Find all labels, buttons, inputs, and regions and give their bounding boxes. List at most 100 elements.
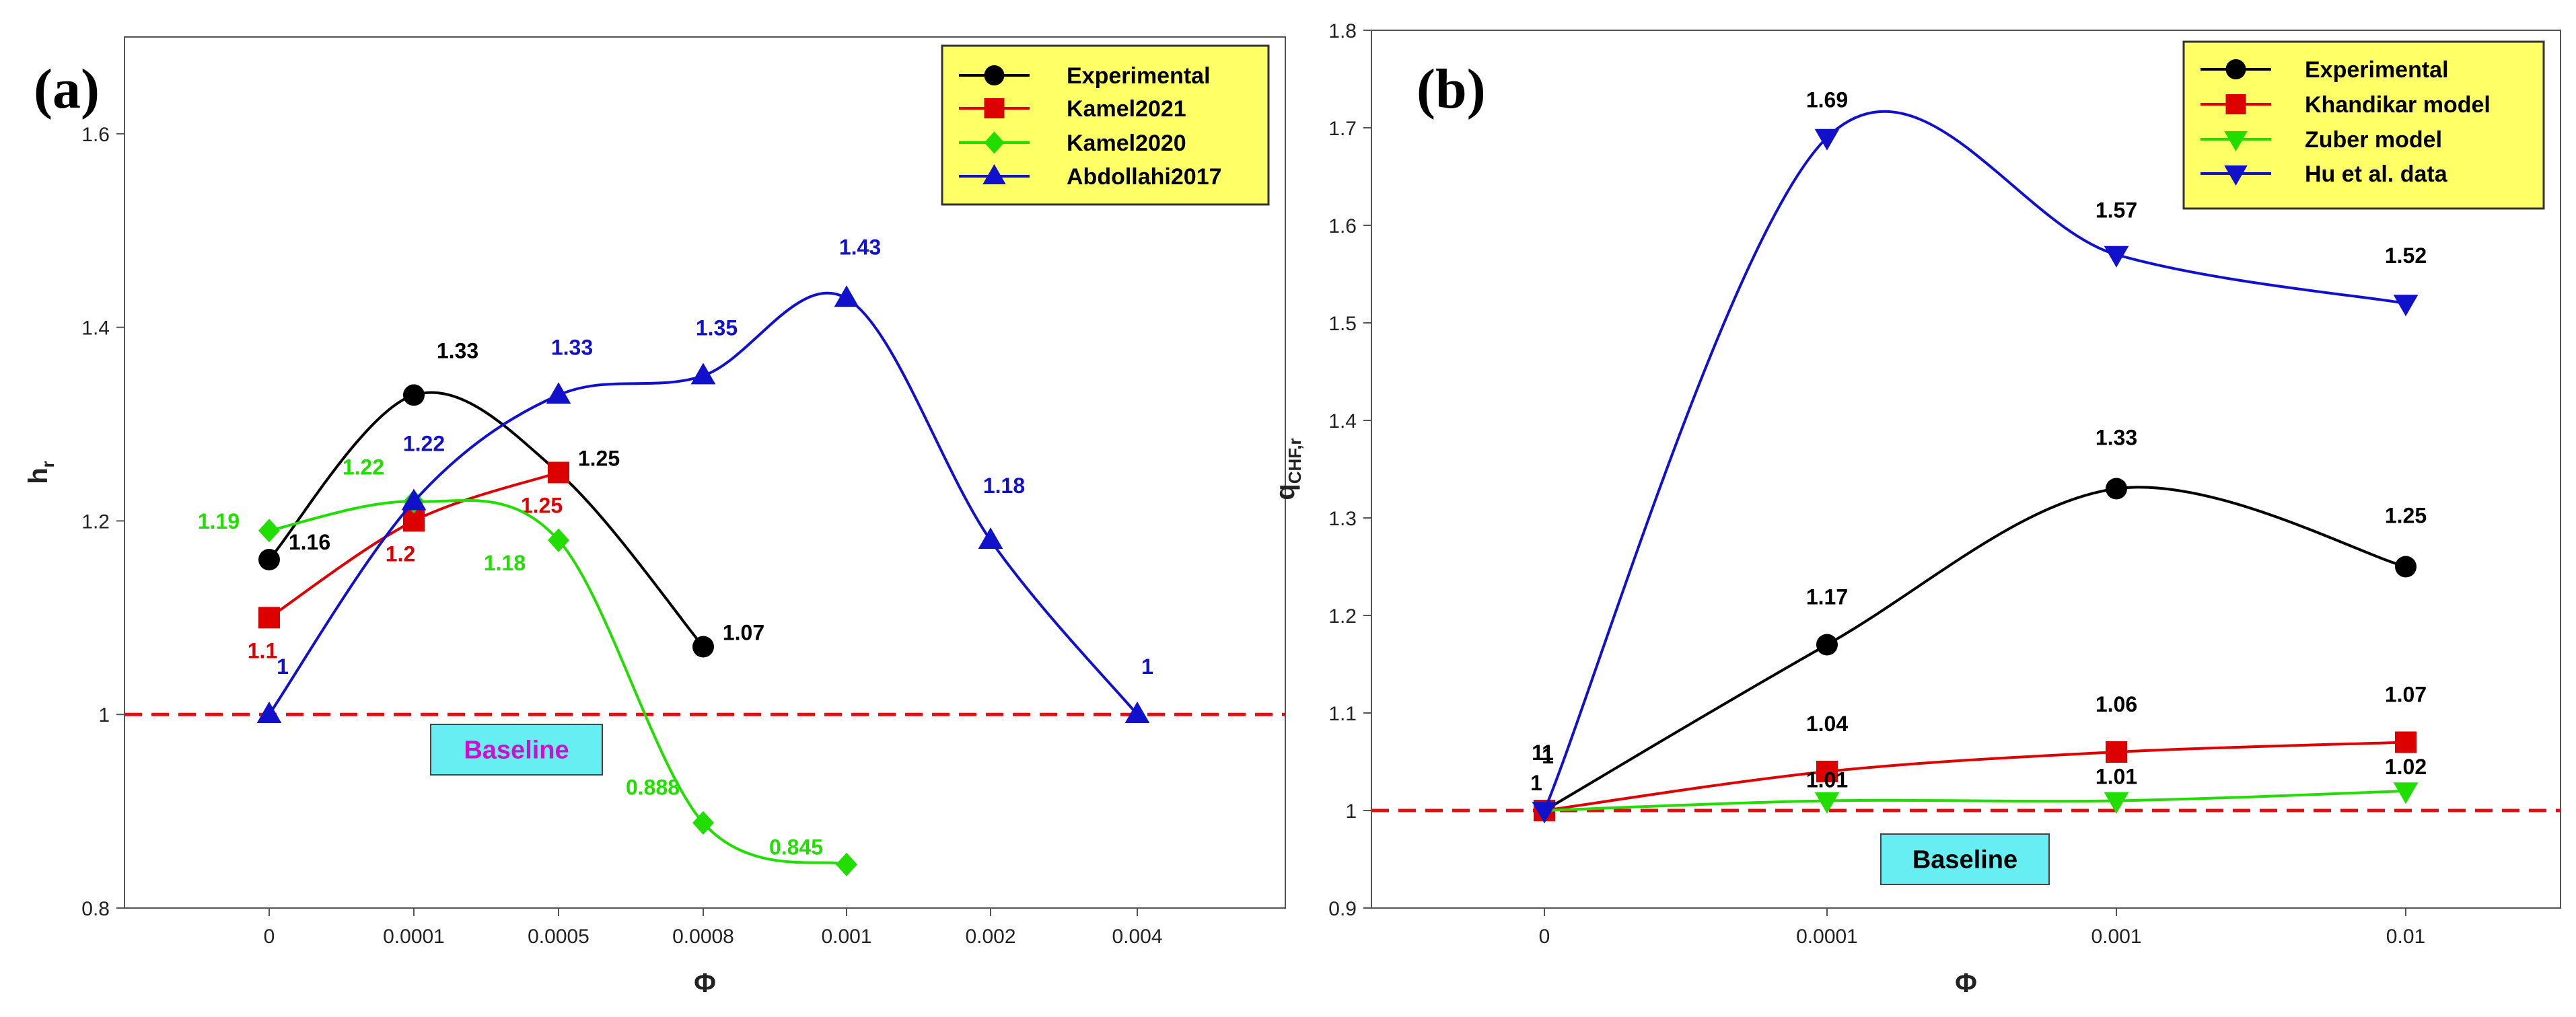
legend-entry: Kamel2020	[1067, 130, 1186, 156]
data-label: 1.25	[578, 447, 620, 471]
data-label: 1.33	[437, 338, 478, 363]
data-point	[1816, 634, 1838, 656]
series-zuber-model: 1 1.01 1.01 1.02	[1530, 755, 2427, 824]
baseline-box	[430, 724, 603, 776]
x-axis-label: Φ	[694, 969, 716, 998]
legend-entry: Khandikar model	[2305, 92, 2491, 118]
y-tick-label: 0.8	[81, 898, 110, 920]
legend-entry: Zuber model	[2305, 127, 2442, 153]
data-label: 1	[277, 654, 289, 679]
data-point	[692, 636, 714, 658]
series-khandikar-model: 1 1.04 1.06 1.07	[1532, 683, 2427, 821]
x-tick-label: 0.002	[965, 926, 1015, 948]
y-tick-label: 1.6	[81, 124, 110, 146]
data-label: 1.43	[839, 235, 881, 260]
y-axis-label-subscript: CHF,r	[1285, 438, 1305, 484]
data-point	[1816, 761, 1838, 782]
baseline-box	[1880, 833, 2050, 885]
data-point	[546, 382, 571, 404]
series-line	[1544, 790, 2406, 812]
series-abdollahi2017: 1 1.22 1.33 1.35 1.43 1.18 1	[256, 235, 1153, 724]
y-axis-label: hr	[24, 461, 58, 484]
legend-entry: Hu et al. data	[2305, 161, 2448, 187]
y-tick-label: 1.8	[1328, 20, 1357, 42]
legend-marker	[2224, 131, 2248, 151]
data-label: 1.33	[551, 335, 593, 359]
data-label: 1.17	[1806, 585, 1848, 609]
data-point	[978, 527, 1003, 550]
legend-marker	[2224, 165, 2248, 186]
data-label: 1.69	[1806, 88, 1848, 112]
data-point	[1814, 128, 1840, 151]
data-label: 1.22	[343, 455, 384, 480]
legend-marker	[2225, 94, 2246, 114]
series-hu-et-al-data: 1 1.69 1.57 1.52	[1532, 88, 2427, 824]
x-tick-label: 0.004	[1112, 926, 1162, 948]
series-experimental: 1 1.17 1.33 1.25	[1534, 426, 2427, 821]
x-tick-label: 0.0008	[672, 926, 734, 948]
y-axis-label-subscript: r	[38, 461, 58, 467]
data-point	[258, 607, 280, 629]
data-label: 1.18	[983, 474, 1025, 498]
legend-marker	[982, 164, 1006, 184]
legend-entry: Experimental	[1067, 63, 1211, 89]
data-label: 1.35	[696, 316, 738, 340]
data-point	[2104, 246, 2129, 268]
y-tick-label: 1.1	[1328, 703, 1357, 725]
data-label: 1.18	[484, 551, 526, 575]
x-tick-label: 0.001	[2091, 926, 2141, 948]
data-label: 1.07	[723, 621, 764, 645]
data-point	[403, 384, 425, 406]
data-label: 1.07	[2385, 683, 2427, 707]
data-point	[258, 549, 280, 570]
x-tick-label: 0.001	[821, 926, 871, 948]
series-line	[268, 391, 705, 648]
legend-entry: Abdollahi2017	[1067, 164, 1222, 190]
data-point	[548, 461, 569, 484]
data-label: 0.888	[626, 775, 680, 799]
data-label: 1.2	[386, 541, 415, 566]
panel-label: (b)	[1417, 58, 1486, 120]
y-tick-label: 1.7	[1328, 118, 1357, 140]
y-tick-label: 1.6	[1328, 215, 1357, 237]
plot-frame	[1371, 30, 2561, 909]
data-point	[692, 811, 714, 835]
y-tick-label: 0.9	[1328, 898, 1357, 920]
x-tick-label: 0	[1539, 926, 1550, 948]
data-label: 1.01	[2096, 765, 2137, 789]
y-axis-label-main: q	[1271, 484, 1300, 500]
series-kamel2021: 1.11.21.25	[248, 461, 569, 663]
data-label: 1	[1141, 654, 1153, 679]
data-label: 0.845	[769, 835, 823, 859]
y-tick-label: 1	[98, 704, 110, 726]
legend-marker	[984, 65, 1005, 85]
x-tick-label: 0.0005	[528, 926, 589, 948]
panel-label: (a)	[34, 58, 100, 120]
data-label: 1.01	[1806, 768, 1848, 792]
legend-marker	[2225, 59, 2246, 79]
data-label: 1.16	[289, 530, 330, 554]
data-point	[2106, 478, 2127, 500]
baseline-label: Baseline	[1912, 846, 2017, 874]
y-tick-label: 1.2	[81, 511, 110, 533]
data-label: 1.25	[2385, 504, 2427, 528]
data-point	[2106, 741, 2127, 763]
data-point	[256, 702, 282, 724]
data-label: 1.04	[1806, 712, 1848, 736]
baseline-label: Baseline	[464, 737, 569, 765]
data-point	[1532, 802, 1557, 824]
plot-frame	[124, 36, 1286, 909]
chart-panel-b: 0.9 1 1.1 1.2 1.3 1.4 1.5 1.6 1.7 1.8 0 0.0001 0.001…	[1271, 20, 2561, 998]
legend: Experimental Khandikar model Zuber model Hu…	[2182, 40, 2545, 210]
chart-panel-a: 0.8 1 1.2 1.4 1.6 0 0.0001 0.0005 0.0008 0.001 0.0…	[24, 36, 1286, 998]
y-axis-label: qCHF,r	[1271, 438, 1305, 500]
data-label: 1	[1542, 741, 1554, 765]
legend-marker	[984, 131, 1005, 154]
data-point	[2393, 295, 2419, 317]
data-label: 1.33	[2096, 426, 2137, 450]
data-point	[2393, 782, 2419, 804]
y-tick-label: 1.4	[81, 317, 110, 340]
data-point	[836, 852, 857, 876]
data-point	[690, 363, 716, 385]
series-line	[1543, 110, 2406, 811]
